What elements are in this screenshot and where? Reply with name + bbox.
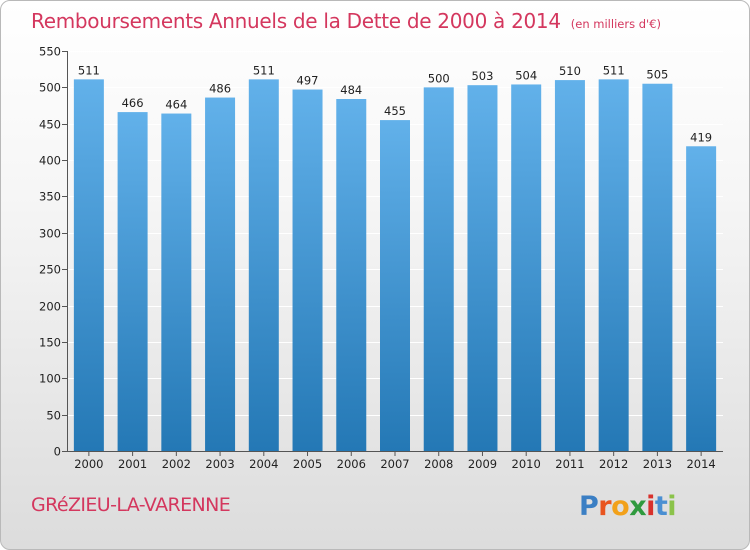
x-tick-label: 2010 <box>512 457 541 471</box>
x-tick-label: 2009 <box>468 457 497 471</box>
bar-value-label: 511 <box>78 63 100 77</box>
bar-value-label: 484 <box>340 83 362 97</box>
bar-value-label: 511 <box>603 63 625 77</box>
x-tick-label: 2008 <box>424 457 453 471</box>
bar-2014 <box>686 146 717 452</box>
bar-2000 <box>73 79 104 451</box>
bar-value-label: 505 <box>646 68 668 82</box>
bar-2006 <box>336 99 367 451</box>
x-tick-label: 2002 <box>162 457 191 471</box>
bar-2001 <box>117 112 148 451</box>
logo-letter: o <box>611 491 630 522</box>
bar-2010 <box>511 84 542 452</box>
bar-2009 <box>467 85 498 451</box>
logo-letter: i <box>646 491 655 522</box>
bar-2013 <box>642 83 673 452</box>
logo-letter: P <box>579 491 599 522</box>
y-tick-label: 400 <box>39 154 61 168</box>
axes: 0 50 100 150 200 250 300 350 400 450 500 550 <box>39 45 723 459</box>
bar-value-label: 503 <box>471 69 493 83</box>
bar-2007 <box>380 120 410 451</box>
bar-value-label: 455 <box>384 104 406 118</box>
y-tick-label: 100 <box>39 372 61 386</box>
x-tick-label: 2012 <box>599 457 628 471</box>
y-tick-label: 450 <box>39 118 61 132</box>
y-tick-label: 350 <box>39 190 61 204</box>
logo-letter: t <box>654 491 668 522</box>
chart-title-text: Remboursements Annuels de la Dette de 20… <box>31 9 561 33</box>
x-tick-label: 2006 <box>337 457 366 471</box>
chart-title: Remboursements Annuels de la Dette de 20… <box>31 9 661 33</box>
bar-value-label: 511 <box>253 63 275 77</box>
bar-value-label: 486 <box>209 82 231 96</box>
proxiti-logo: Proxiti <box>579 491 677 522</box>
bar-value-label: 504 <box>515 68 537 82</box>
labels: 511 2000 466 2001 464 2002 486 2003 511 2004 497 20… <box>74 63 716 471</box>
bar-2004 <box>248 79 279 451</box>
x-tick-label: 2005 <box>293 457 322 471</box>
x-tick-label: 2000 <box>74 457 103 471</box>
bar-2011 <box>554 80 585 451</box>
x-tick-label: 2014 <box>686 457 715 471</box>
bar-value-label: 510 <box>559 64 581 78</box>
y-tick-label: 550 <box>39 45 61 59</box>
bar-2002 <box>161 113 192 451</box>
x-tick-label: 2011 <box>555 457 584 471</box>
x-tick-label: 2004 <box>249 457 278 471</box>
y-tick-label: 250 <box>39 263 61 277</box>
y-tick-label: 300 <box>39 227 61 241</box>
bar-2008 <box>423 87 454 451</box>
bar-value-label: 464 <box>165 98 187 112</box>
bar-2003 <box>205 97 236 451</box>
y-tick-label: 150 <box>39 336 61 350</box>
logo-letter: x <box>629 491 647 522</box>
bar-value-label: 419 <box>690 130 712 144</box>
x-tick-label: 2001 <box>118 457 147 471</box>
bar-value-label: 466 <box>122 96 144 110</box>
x-tick-label: 2013 <box>643 457 672 471</box>
logo-letter: i <box>667 491 677 522</box>
bar-2005 <box>292 89 323 451</box>
y-tick-label: 500 <box>39 81 61 95</box>
logo-letter: r <box>598 491 612 522</box>
bar-value-label: 497 <box>297 74 319 88</box>
commune-name: GRéZIEU-LA-VARENNE <box>31 494 231 516</box>
x-tick-label: 2007 <box>380 457 409 471</box>
bar-2012 <box>598 79 629 451</box>
chart-unit: (en milliers d'€) <box>570 17 661 31</box>
y-tick-label: 50 <box>46 409 61 423</box>
bars <box>73 79 717 452</box>
y-tick-label: 0 <box>54 445 61 459</box>
bar-value-label: 500 <box>428 71 450 85</box>
y-tick-label: 200 <box>39 300 61 314</box>
x-tick-label: 2003 <box>205 457 234 471</box>
